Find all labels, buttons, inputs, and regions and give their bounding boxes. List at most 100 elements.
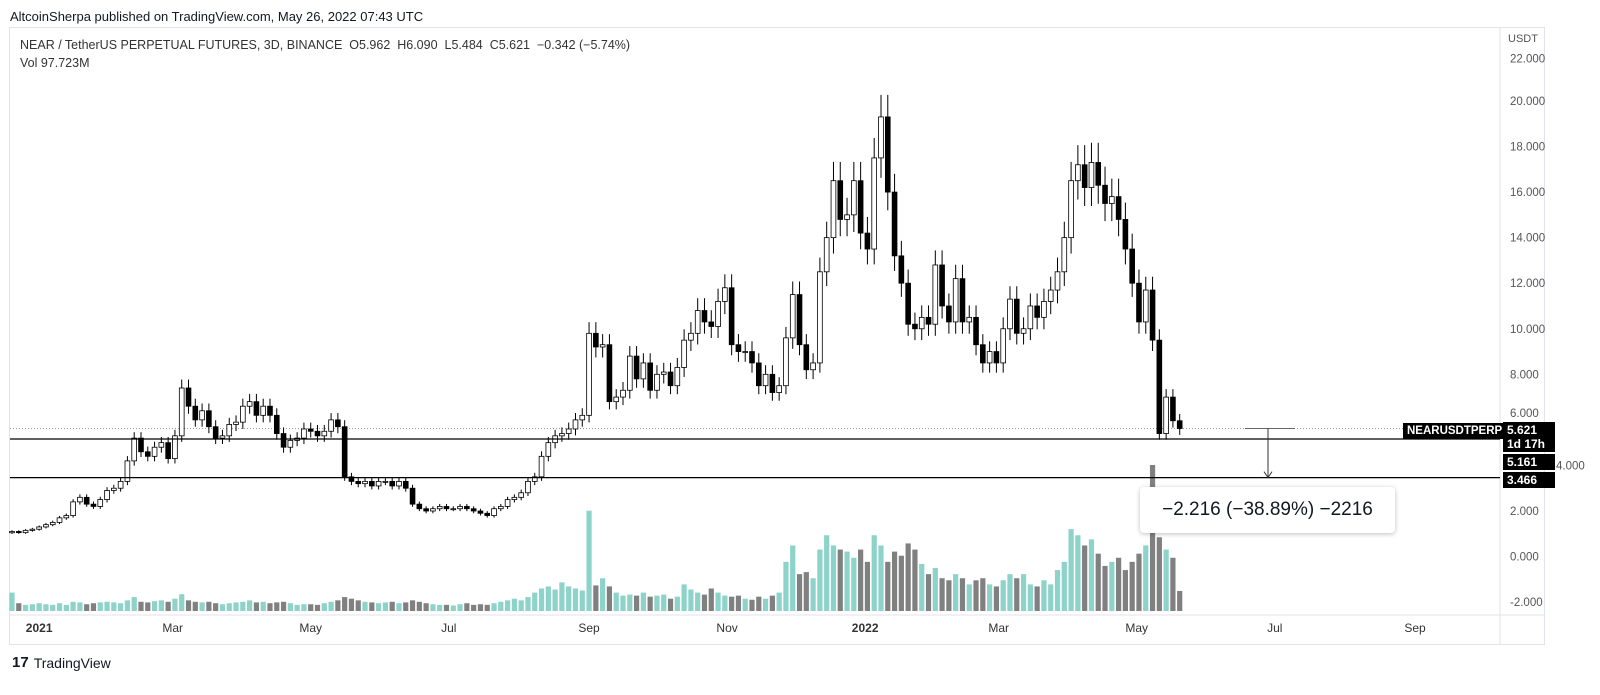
volume-bar [457, 604, 463, 611]
y-tick-label: 0.000 [1510, 552, 1539, 564]
volume-bar [830, 545, 837, 611]
candle [83, 496, 90, 505]
volume-bar [437, 604, 443, 611]
candle [593, 332, 599, 348]
volume-bar [695, 592, 701, 611]
y-tick-label: 4.000 [1556, 460, 1585, 472]
volume-bar [389, 601, 395, 611]
volume-bar [891, 551, 898, 611]
candle [273, 414, 280, 434]
candle [735, 344, 742, 352]
volume-bar [633, 595, 640, 611]
candle [884, 116, 891, 193]
y-tick-label: 12.000 [1510, 278, 1545, 290]
candle [959, 278, 966, 323]
candle [29, 528, 36, 531]
candle [912, 323, 918, 330]
candle [688, 332, 694, 341]
volume-bar [97, 602, 103, 611]
volume-legend: Vol 97.723M [20, 56, 90, 70]
candle [898, 255, 905, 284]
candle [783, 337, 789, 387]
volume-bar [749, 599, 755, 611]
candle [328, 419, 334, 432]
volume-bar [362, 601, 368, 611]
volume-bar [898, 555, 904, 611]
candle [178, 387, 185, 437]
volume-bar [348, 598, 355, 611]
volume-bar [240, 601, 246, 611]
bar-countdown: 1d 17h [1507, 437, 1546, 451]
candle [464, 506, 470, 510]
candle [199, 410, 205, 421]
volume-bar [308, 604, 314, 611]
candle [715, 301, 721, 327]
candle [56, 517, 63, 523]
tradingview-logo-icon: 17 [12, 654, 29, 671]
candle [986, 351, 993, 364]
volume-bar [762, 598, 769, 611]
volume-bar [593, 585, 599, 611]
volume-bar [1027, 584, 1033, 611]
volume-bar [953, 574, 959, 611]
volume-bar [464, 603, 470, 611]
volume-bar [1088, 539, 1095, 611]
volume-bar [151, 601, 158, 611]
candle [491, 508, 497, 516]
candle [660, 371, 667, 375]
volume-bar [213, 603, 219, 611]
volume-bar [735, 595, 742, 611]
candle [131, 437, 138, 462]
volume-bar [131, 597, 137, 611]
volume-bar [579, 590, 585, 611]
candle [1102, 184, 1108, 204]
volume-bar [803, 572, 809, 611]
tradingview-brand[interactable]: 17 TradingView [12, 654, 111, 671]
candle [77, 496, 83, 503]
volume-bar [267, 603, 273, 611]
ohlc-low: L5.484 [444, 38, 483, 52]
x-tick-label: Mar [162, 621, 183, 635]
volume-bar [674, 596, 680, 611]
volume-bar [756, 596, 762, 611]
volume-bar [145, 602, 151, 611]
volume-bar [1054, 570, 1061, 611]
candle [878, 116, 884, 159]
volume-bar [179, 594, 185, 611]
volume-bar [70, 601, 76, 611]
volume-bar [606, 586, 613, 611]
volume-bar [274, 602, 280, 611]
volume-bar [1177, 590, 1183, 611]
candle [1068, 180, 1074, 239]
volume-bar [919, 563, 925, 611]
volume-bar [111, 602, 117, 611]
volume-bar [1170, 557, 1176, 611]
volume-bar [158, 600, 164, 611]
volume-bar [946, 580, 952, 611]
volume-bar [1034, 586, 1040, 611]
candle [117, 480, 124, 489]
candle [1142, 289, 1149, 323]
y-tick-label: -2.000 [1510, 597, 1543, 609]
volume-bar [559, 582, 565, 611]
candle [185, 387, 192, 407]
candle [1041, 301, 1047, 318]
x-tick-label: Jul [1267, 621, 1282, 635]
candle [837, 180, 844, 220]
y-tick-label: 16.000 [1510, 187, 1545, 199]
volume-bar [885, 561, 891, 611]
candle [423, 508, 429, 512]
volume-bar [29, 604, 35, 611]
x-tick-label: Nov [716, 621, 737, 635]
candle [1115, 196, 1122, 220]
volume-bar [640, 592, 646, 611]
candle [90, 503, 97, 507]
candle [49, 521, 56, 526]
volume-bar [1041, 580, 1047, 611]
volume-bar [627, 594, 633, 611]
candle [1013, 298, 1020, 334]
ohlc-open: O5.962 [349, 38, 391, 52]
candle [708, 321, 715, 327]
volume-bar [471, 604, 477, 611]
